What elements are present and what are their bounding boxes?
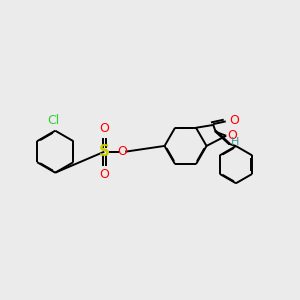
Text: H: H bbox=[230, 137, 239, 147]
Text: O: O bbox=[229, 114, 239, 128]
Text: O: O bbox=[117, 145, 127, 158]
Text: S: S bbox=[99, 144, 110, 159]
Text: O: O bbox=[99, 168, 109, 181]
Text: O: O bbox=[227, 129, 237, 142]
Text: O: O bbox=[99, 122, 109, 135]
Text: Cl: Cl bbox=[47, 114, 60, 127]
